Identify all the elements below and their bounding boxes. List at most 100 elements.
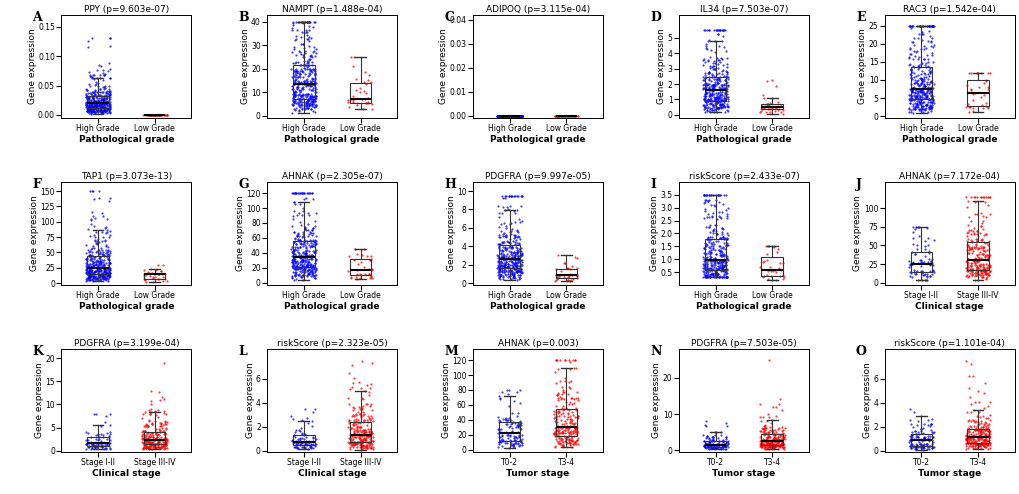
Point — [98, 97, 114, 105]
Point — [567, 394, 583, 402]
Point — [133, 428, 150, 436]
Point — [306, 238, 322, 246]
Point — [753, 442, 769, 450]
Point — [564, 443, 580, 451]
Point — [760, 428, 776, 436]
Point — [902, 108, 918, 116]
Point — [364, 440, 380, 448]
Point — [288, 211, 305, 219]
Point — [490, 112, 506, 120]
Point — [904, 84, 920, 92]
Point — [701, 53, 717, 61]
Point — [157, 275, 173, 283]
Point — [157, 417, 173, 425]
Point — [959, 242, 975, 250]
Point — [300, 259, 316, 267]
Point — [95, 107, 111, 115]
Point — [494, 261, 511, 269]
Point — [296, 44, 312, 52]
Point — [558, 435, 575, 443]
Point — [566, 112, 582, 120]
Point — [308, 101, 324, 109]
Point — [703, 82, 719, 89]
Point — [100, 255, 116, 263]
Point — [709, 97, 726, 105]
Point — [977, 414, 994, 422]
Point — [494, 232, 511, 240]
Point — [140, 439, 156, 447]
Point — [91, 433, 107, 441]
Point — [916, 433, 932, 441]
Point — [152, 428, 168, 436]
Point — [86, 88, 102, 96]
Point — [352, 423, 368, 431]
Point — [83, 110, 99, 118]
Point — [902, 72, 918, 80]
Point — [91, 238, 107, 246]
Point — [970, 261, 986, 269]
Point — [957, 439, 973, 447]
Point — [704, 435, 720, 443]
Point — [298, 257, 314, 265]
Point — [767, 412, 784, 420]
Point — [98, 247, 114, 254]
Point — [92, 277, 108, 285]
Point — [514, 435, 530, 443]
Point — [91, 267, 107, 275]
Point — [566, 440, 582, 448]
Point — [362, 440, 378, 448]
Point — [286, 258, 303, 266]
Point — [713, 261, 730, 269]
Point — [557, 423, 574, 431]
Point — [553, 404, 570, 412]
Point — [695, 191, 711, 199]
Point — [514, 261, 530, 269]
Point — [345, 256, 362, 264]
Point — [81, 94, 97, 102]
Point — [102, 445, 118, 453]
Point — [760, 443, 776, 451]
Point — [297, 252, 313, 260]
Point — [136, 442, 152, 450]
Point — [711, 90, 728, 98]
Point — [492, 425, 508, 433]
Point — [303, 255, 319, 263]
Point — [914, 271, 930, 279]
Point — [703, 88, 719, 96]
Point — [559, 428, 576, 436]
Point — [308, 92, 324, 100]
Point — [304, 267, 320, 275]
Point — [287, 241, 304, 248]
Point — [301, 437, 317, 445]
Point — [496, 112, 513, 120]
Point — [308, 265, 324, 273]
Point — [701, 89, 717, 97]
Point — [308, 94, 324, 102]
Point — [84, 248, 100, 256]
Point — [560, 383, 577, 391]
Point — [717, 68, 734, 76]
Point — [503, 243, 520, 251]
Point — [99, 440, 115, 448]
Point — [494, 112, 511, 120]
Point — [87, 102, 103, 110]
Point — [773, 444, 790, 452]
Point — [710, 191, 727, 199]
Point — [98, 242, 114, 250]
Point — [99, 272, 115, 280]
Point — [918, 92, 934, 100]
Point — [964, 437, 980, 445]
Point — [495, 112, 512, 120]
Point — [297, 405, 313, 413]
Point — [77, 255, 94, 263]
Point — [712, 103, 729, 111]
Point — [496, 244, 513, 252]
Point — [552, 435, 569, 443]
Point — [507, 112, 524, 120]
Point — [498, 112, 515, 120]
Point — [979, 427, 996, 435]
Point — [86, 89, 102, 97]
Point — [87, 222, 103, 230]
Point — [966, 418, 982, 426]
Point — [354, 251, 370, 259]
